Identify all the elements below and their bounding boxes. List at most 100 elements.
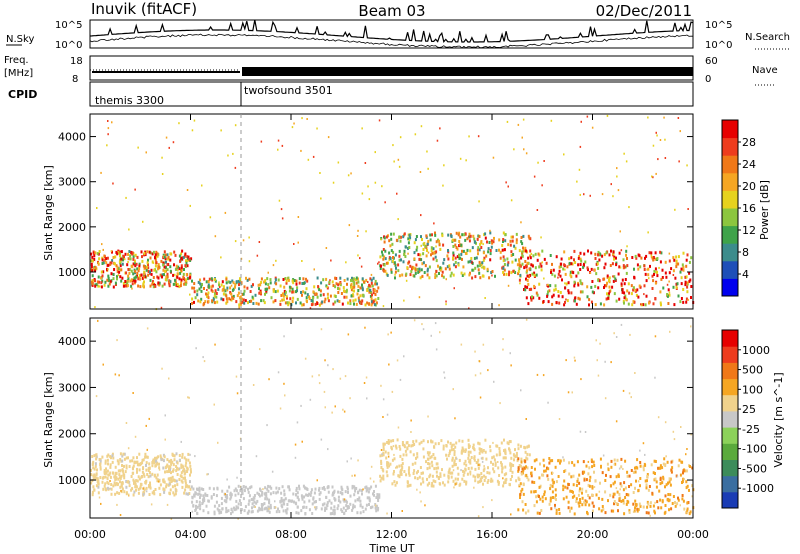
velocity-cell bbox=[146, 448, 148, 451]
power-cell bbox=[666, 293, 669, 296]
velocity-cell bbox=[321, 486, 324, 490]
power-cell bbox=[390, 270, 393, 274]
power-cell bbox=[187, 255, 190, 259]
velocity-cell bbox=[343, 498, 346, 501]
power-cell bbox=[107, 276, 110, 280]
power-cell bbox=[100, 171, 102, 174]
velocity-cell bbox=[203, 499, 206, 502]
power-cell bbox=[422, 261, 425, 265]
velocity-cell bbox=[671, 466, 674, 470]
power-cbar-label: Power [dB] bbox=[758, 180, 771, 240]
velocity-cell bbox=[453, 453, 456, 456]
velocity-cell bbox=[443, 483, 446, 487]
velocity-cell bbox=[622, 499, 625, 502]
velocity-cell bbox=[266, 487, 269, 491]
velocity-cell bbox=[388, 464, 391, 468]
velocity-cell bbox=[407, 444, 410, 448]
velocity-cell bbox=[469, 470, 472, 474]
power-cell bbox=[416, 267, 419, 271]
velocity-cell bbox=[497, 461, 499, 463]
velocity-cell bbox=[430, 455, 433, 459]
velocity-cell bbox=[266, 507, 269, 511]
velocity-cell bbox=[132, 392, 134, 394]
velocity-cell bbox=[119, 452, 122, 456]
velocity-cell bbox=[213, 504, 216, 508]
velocity-cell bbox=[90, 468, 92, 472]
power-cell bbox=[377, 286, 380, 290]
velocity-cell bbox=[491, 456, 494, 460]
power-cell bbox=[508, 273, 510, 277]
velocity-cell bbox=[477, 480, 480, 484]
velocity-cell bbox=[361, 505, 364, 509]
power-cell bbox=[621, 290, 624, 294]
power-cell bbox=[143, 285, 145, 289]
velocity-cell bbox=[150, 503, 153, 506]
power-cell bbox=[175, 264, 178, 268]
velocity-cell bbox=[624, 496, 627, 499]
power-cell bbox=[394, 276, 396, 280]
velocity-cell bbox=[136, 467, 138, 471]
velocity-cell bbox=[530, 471, 533, 475]
velocity-cell bbox=[634, 503, 637, 506]
velocity-cell bbox=[379, 479, 382, 483]
power-cell bbox=[132, 272, 135, 276]
power-cell bbox=[674, 276, 677, 280]
velocity-cell bbox=[627, 493, 630, 497]
power-cell bbox=[258, 291, 261, 295]
power-cell bbox=[536, 209, 539, 211]
velocity-cell bbox=[123, 457, 126, 461]
power-cell bbox=[664, 138, 666, 141]
velocity-cell bbox=[302, 484, 305, 488]
velocity-cell bbox=[359, 511, 362, 515]
power-cell bbox=[214, 279, 217, 283]
freq-left-tick-bottom: 8 bbox=[72, 74, 78, 85]
velocity-cell bbox=[284, 394, 286, 397]
velocity-cell bbox=[543, 469, 546, 473]
power-cell bbox=[113, 268, 116, 271]
velocity-cell bbox=[160, 458, 163, 462]
velocity-cell bbox=[97, 319, 99, 322]
power-cell bbox=[661, 268, 664, 272]
power-cell bbox=[635, 256, 638, 260]
velocity-cell bbox=[356, 498, 359, 501]
velocity-cell bbox=[426, 451, 429, 455]
velocity-cell bbox=[243, 489, 246, 493]
velocity-cell bbox=[380, 462, 383, 466]
velocity-cell bbox=[399, 472, 402, 476]
velocity-cell bbox=[164, 470, 166, 474]
power-cell bbox=[352, 289, 355, 293]
velocity-cell bbox=[253, 494, 256, 497]
power-cell bbox=[285, 279, 288, 283]
power-cell bbox=[300, 149, 302, 152]
velocity-cell bbox=[386, 413, 389, 416]
power-colorbar-tick: 28 bbox=[742, 136, 756, 149]
power-cell bbox=[160, 306, 163, 309]
velocity-cell bbox=[657, 416, 660, 419]
power-cell bbox=[607, 296, 610, 300]
velocity-cell bbox=[333, 508, 336, 512]
power-cell bbox=[185, 281, 188, 285]
power-cell bbox=[133, 261, 136, 265]
power-cell bbox=[558, 269, 561, 273]
velocity-cell bbox=[406, 481, 409, 485]
velocity-cell bbox=[266, 509, 269, 513]
velocity-cell bbox=[590, 458, 593, 462]
power-cell bbox=[523, 266, 526, 270]
power-cell bbox=[612, 195, 614, 198]
power-cell bbox=[174, 278, 176, 282]
power-cell bbox=[438, 272, 440, 275]
power-cell bbox=[239, 296, 242, 300]
velocity-cell bbox=[145, 468, 148, 472]
velocity-cell bbox=[498, 447, 501, 450]
velocity-cell bbox=[516, 459, 519, 463]
power-cell bbox=[438, 243, 441, 247]
velocity-cell bbox=[412, 453, 415, 457]
velocity-cell bbox=[193, 493, 196, 497]
power-cell bbox=[384, 257, 387, 261]
power-cell bbox=[118, 270, 121, 274]
velocity-cell bbox=[669, 483, 672, 487]
velocity-cell bbox=[571, 495, 574, 499]
velocity-cell bbox=[275, 491, 278, 495]
power-cell bbox=[193, 286, 196, 290]
power-cell bbox=[672, 274, 675, 276]
